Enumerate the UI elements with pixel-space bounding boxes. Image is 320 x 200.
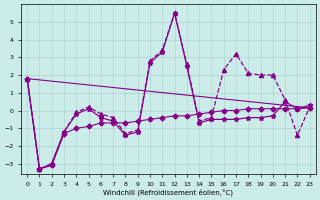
X-axis label: Windchill (Refroidissement éolien,°C): Windchill (Refroidissement éolien,°C) — [103, 188, 234, 196]
